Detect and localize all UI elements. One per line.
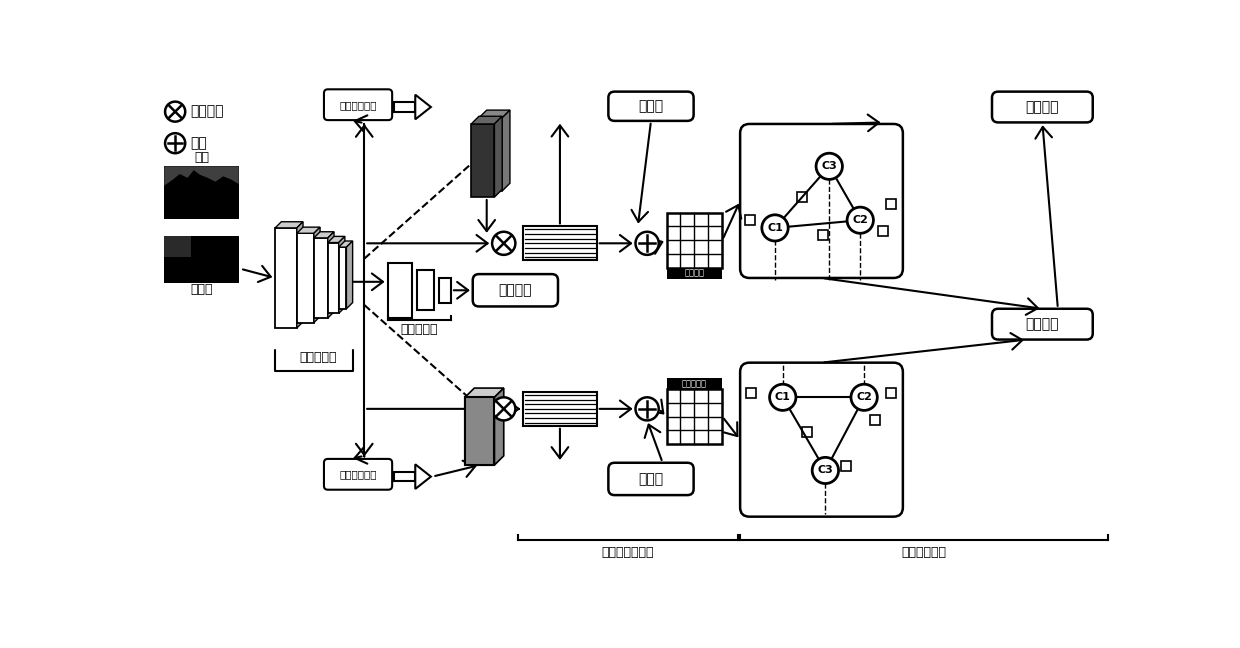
Circle shape <box>816 153 842 179</box>
Text: C3: C3 <box>817 465 833 476</box>
Bar <box>387 262 412 318</box>
Bar <box>327 242 339 314</box>
Polygon shape <box>495 116 502 197</box>
Bar <box>339 247 346 308</box>
Polygon shape <box>415 465 432 489</box>
Text: 区域提案网络: 区域提案网络 <box>340 469 377 480</box>
Polygon shape <box>479 110 510 118</box>
Circle shape <box>851 384 878 410</box>
Text: 区域提案网络: 区域提案网络 <box>340 100 377 110</box>
Polygon shape <box>275 222 303 228</box>
Bar <box>667 213 722 268</box>
FancyBboxPatch shape <box>609 91 693 121</box>
Bar <box>802 426 812 437</box>
Polygon shape <box>314 232 334 238</box>
Bar <box>164 236 238 283</box>
Bar <box>667 378 722 389</box>
Text: 对抗据失: 对抗据失 <box>498 283 532 297</box>
Bar <box>667 389 722 445</box>
Text: 语义据失: 语义据失 <box>1025 317 1059 331</box>
Bar <box>296 233 314 323</box>
Text: 源特征图: 源特征图 <box>684 269 704 278</box>
Text: C3: C3 <box>821 161 837 171</box>
FancyBboxPatch shape <box>324 89 392 120</box>
Bar <box>275 228 296 328</box>
Circle shape <box>165 102 185 122</box>
Bar <box>878 226 888 237</box>
Polygon shape <box>502 110 510 191</box>
Polygon shape <box>314 227 320 323</box>
Bar <box>523 392 596 426</box>
Text: C1: C1 <box>775 392 791 402</box>
FancyBboxPatch shape <box>324 459 392 490</box>
Circle shape <box>770 384 796 410</box>
Bar <box>417 270 434 310</box>
Bar <box>439 278 451 303</box>
Bar <box>797 192 807 202</box>
Bar <box>465 397 495 465</box>
Bar <box>164 167 238 218</box>
Polygon shape <box>339 237 345 314</box>
Text: 关系显著性模块: 关系显著性模块 <box>601 546 653 559</box>
Bar <box>841 461 851 471</box>
Circle shape <box>492 232 516 255</box>
Bar <box>394 102 415 111</box>
Bar <box>523 226 596 260</box>
Bar <box>817 230 828 240</box>
FancyBboxPatch shape <box>992 308 1092 340</box>
Circle shape <box>635 232 658 255</box>
Text: 区域池化: 区域池化 <box>190 104 223 119</box>
Circle shape <box>492 397 516 421</box>
Text: 分类器: 分类器 <box>639 99 663 113</box>
Bar <box>885 200 895 209</box>
Polygon shape <box>415 95 432 119</box>
FancyBboxPatch shape <box>992 91 1092 122</box>
Polygon shape <box>471 116 502 124</box>
FancyBboxPatch shape <box>740 124 903 278</box>
Circle shape <box>635 397 658 421</box>
Text: C1: C1 <box>768 223 782 233</box>
Polygon shape <box>465 388 503 397</box>
Text: 源域: 源域 <box>193 151 210 164</box>
Bar <box>870 415 880 425</box>
Polygon shape <box>296 222 303 328</box>
Bar <box>394 472 415 481</box>
Text: 目标特征图: 目标特征图 <box>682 379 707 388</box>
Bar <box>745 215 755 225</box>
Bar <box>471 124 495 197</box>
Bar <box>164 236 191 257</box>
Text: 特征提取器: 特征提取器 <box>299 351 336 364</box>
FancyBboxPatch shape <box>472 274 558 307</box>
Polygon shape <box>164 167 238 185</box>
Polygon shape <box>495 388 503 465</box>
Circle shape <box>165 133 185 153</box>
Text: C2: C2 <box>852 215 868 226</box>
Circle shape <box>847 207 873 233</box>
Text: 目标域: 目标域 <box>190 283 213 296</box>
Bar <box>465 397 495 465</box>
Bar <box>667 268 722 279</box>
Text: 分类器: 分类器 <box>639 472 663 486</box>
FancyBboxPatch shape <box>740 363 903 516</box>
Polygon shape <box>296 227 320 233</box>
Circle shape <box>761 215 789 241</box>
Bar <box>314 238 327 318</box>
Bar <box>885 388 895 398</box>
Text: C2: C2 <box>856 392 872 402</box>
FancyBboxPatch shape <box>609 463 693 495</box>
Bar <box>746 388 756 398</box>
Polygon shape <box>327 237 345 242</box>
Polygon shape <box>327 232 334 318</box>
Circle shape <box>812 457 838 483</box>
Text: 串联: 串联 <box>190 136 207 150</box>
Polygon shape <box>346 241 352 308</box>
Text: 类别中心对齐: 类别中心对齐 <box>901 546 946 559</box>
Bar <box>479 118 502 191</box>
Text: 对抗判别器: 对抗判别器 <box>401 323 438 336</box>
Text: 检测据失: 检测据失 <box>1025 100 1059 114</box>
Polygon shape <box>339 241 352 247</box>
